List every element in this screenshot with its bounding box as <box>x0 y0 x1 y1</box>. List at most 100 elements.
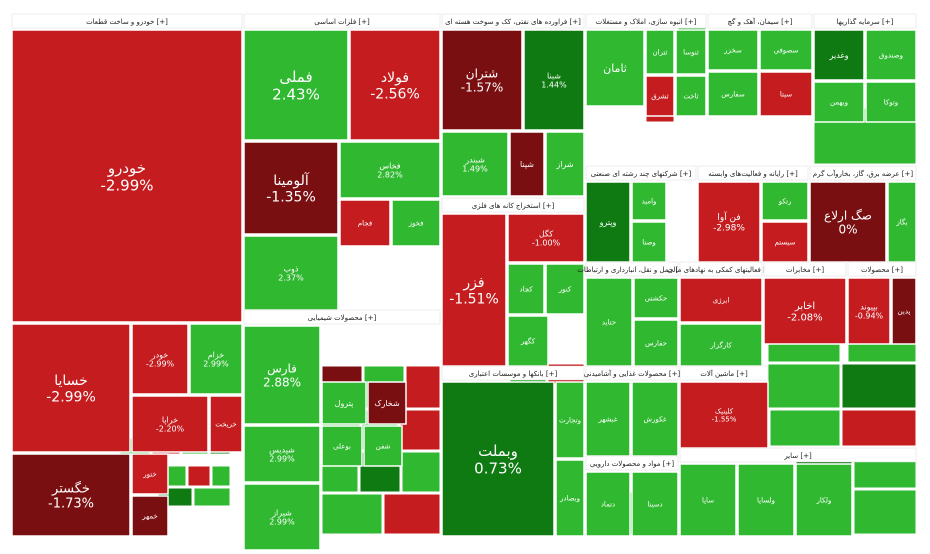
tile-rect[interactable] <box>585 29 645 107</box>
tile-rect[interactable] <box>507 263 545 315</box>
tile-rect[interactable] <box>633 277 679 319</box>
tile-rect[interactable] <box>763 277 847 345</box>
tile[interactable]: خسایا-2.99% <box>11 323 131 453</box>
tile-rect[interactable] <box>11 323 131 453</box>
tile-rect[interactable] <box>679 463 737 537</box>
tile-rect[interactable] <box>555 381 585 459</box>
tile[interactable]: ساپا <box>679 463 737 537</box>
tile-rect[interactable] <box>891 277 917 345</box>
tile-rect[interactable] <box>441 131 509 197</box>
tile-rect[interactable] <box>523 29 585 131</box>
tile-rect[interactable] <box>243 483 321 551</box>
tile[interactable]: خراپا-2.20% <box>131 395 209 453</box>
tile[interactable]: فن آوا-2.98% <box>697 181 761 263</box>
tile-rect[interactable] <box>507 213 585 263</box>
tile[interactable]: کگل-1.00% <box>507 213 585 263</box>
tile[interactable]: وتجارت <box>555 381 585 459</box>
tile[interactable]: فزر-1.51% <box>441 213 507 367</box>
tile-rect[interactable] <box>707 29 759 71</box>
tile-rect[interactable] <box>675 29 707 75</box>
tile-rect[interactable] <box>391 199 441 247</box>
tile[interactable]: ثتران <box>645 29 675 75</box>
tile[interactable]: رتکو <box>761 181 809 221</box>
tile[interactable]: غبشهر <box>585 381 631 457</box>
tile[interactable]: پدین <box>891 277 917 345</box>
tile[interactable]: وامید <box>631 181 667 221</box>
tile-rect[interactable] <box>707 71 759 117</box>
tile-rect[interactable] <box>209 395 243 453</box>
tile[interactable]: خگستر-1.73% <box>11 453 131 537</box>
tile[interactable]: سخزر <box>707 29 759 71</box>
tile-rect[interactable] <box>321 381 367 425</box>
tile-rect[interactable] <box>545 263 585 315</box>
tile-rect[interactable] <box>189 323 243 395</box>
tile[interactable]: ختور <box>131 453 169 495</box>
tile[interactable]: فخوز <box>391 199 441 247</box>
tile[interactable]: حفارس <box>633 319 679 367</box>
tile[interactable]: شخارک <box>367 381 407 425</box>
tile[interactable]: خودرو-2.99% <box>11 29 243 323</box>
tile[interactable]: بگاز <box>887 181 917 263</box>
tile[interactable]: پترول <box>321 381 367 425</box>
tile-rect[interactable] <box>679 277 763 323</box>
tile[interactable]: ولکار <box>795 463 853 537</box>
tile-rect[interactable] <box>645 75 675 117</box>
tile-rect[interactable] <box>865 29 917 81</box>
tile[interactable]: کگهر <box>507 315 549 367</box>
tile[interactable]: ولساپا <box>737 463 795 537</box>
tile-rect[interactable] <box>441 381 555 537</box>
tile-rect[interactable] <box>545 131 585 197</box>
tile-rect[interactable] <box>761 181 809 221</box>
tile-rect[interactable] <box>631 181 667 221</box>
tile-rect[interactable] <box>645 29 675 75</box>
tile-rect[interactable] <box>887 181 917 263</box>
tile[interactable]: بوعلی <box>321 425 363 467</box>
tile[interactable]: ثشرق <box>645 75 675 117</box>
tile[interactable]: اخابر-2.08% <box>763 277 847 345</box>
tile-rect[interactable] <box>243 29 349 141</box>
tile-rect[interactable] <box>339 141 441 199</box>
tile-rect[interactable] <box>679 323 763 367</box>
tile-rect[interactable] <box>349 29 441 141</box>
tile-rect[interactable] <box>131 495 169 537</box>
tile[interactable]: ثنوسا <box>675 29 707 75</box>
tile[interactable]: وصندوق <box>865 29 917 81</box>
tile[interactable]: وپترو <box>585 181 631 263</box>
tile-rect[interactable] <box>131 395 209 453</box>
tile-rect[interactable] <box>761 221 809 263</box>
tile-rect[interactable] <box>243 235 339 311</box>
tile-rect[interactable] <box>131 323 189 395</box>
tile-rect[interactable] <box>813 81 865 123</box>
tile-rect[interactable] <box>243 325 321 425</box>
tile-rect[interactable] <box>11 29 243 323</box>
tile-rect[interactable] <box>131 453 169 495</box>
tile-rect[interactable] <box>697 181 761 263</box>
tile[interactable]: فولاد-2.56% <box>349 29 441 141</box>
tile[interactable]: سفارس <box>707 71 759 117</box>
tile-rect[interactable] <box>675 75 707 117</box>
tile-rect[interactable] <box>11 453 131 537</box>
tile[interactable]: خریخت <box>209 395 243 453</box>
tile-rect[interactable] <box>509 131 545 197</box>
tile[interactable]: سصوفی <box>759 29 813 71</box>
tile[interactable]: غکورش <box>631 381 679 457</box>
tile-rect[interactable] <box>737 463 795 537</box>
tile-rect[interactable] <box>321 425 363 467</box>
tile[interactable]: ثامان <box>585 29 645 107</box>
tile[interactable]: فجام <box>339 199 391 247</box>
tile[interactable]: کارگزار <box>679 323 763 367</box>
tile-rect[interactable] <box>795 463 853 537</box>
tile-rect[interactable] <box>631 471 679 537</box>
tile[interactable]: بپیوند-0.94% <box>847 277 891 345</box>
tile[interactable]: سیستم <box>761 221 809 263</box>
tile[interactable]: شپنا <box>509 131 545 197</box>
tile[interactable]: حتاید <box>585 277 633 367</box>
tile[interactable]: کلینیک-1.55% <box>679 381 769 449</box>
tile[interactable]: ثاخت <box>675 75 707 117</box>
